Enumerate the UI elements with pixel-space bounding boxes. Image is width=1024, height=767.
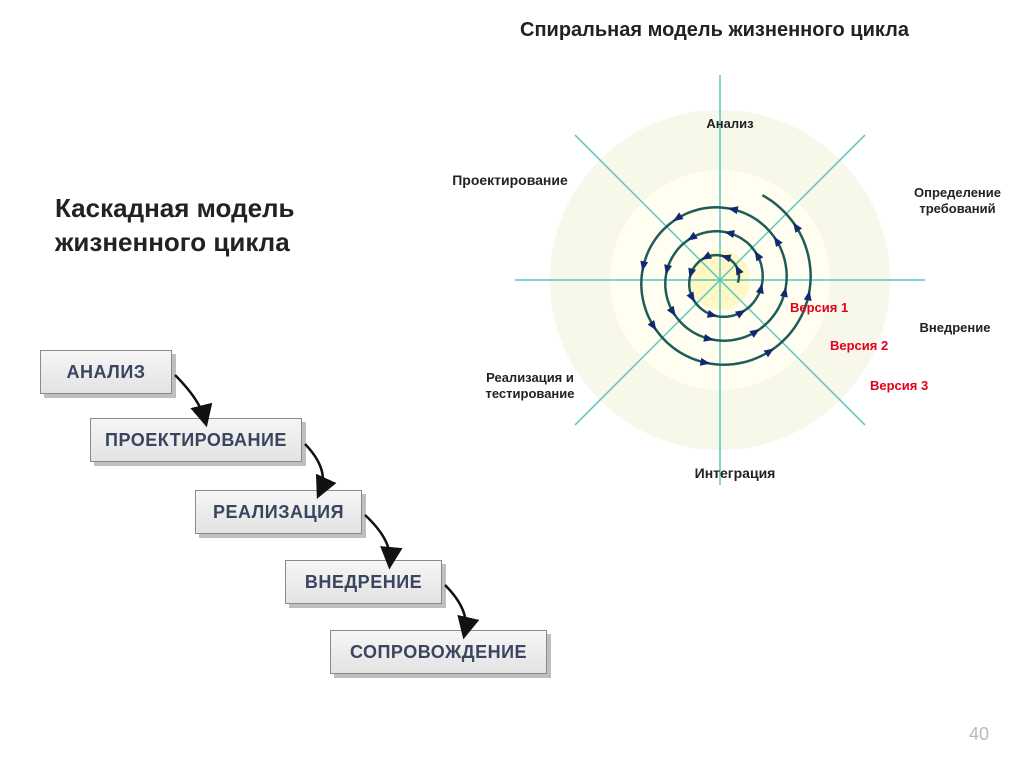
- spiral-label: Анализ: [700, 116, 760, 132]
- spiral-label: Проектирование: [445, 172, 575, 189]
- spiral-label: Определение требований: [900, 185, 1015, 216]
- spiral-version-label: Версия 2: [830, 338, 888, 353]
- page-number: 40: [969, 724, 989, 745]
- spiral-version-label: Версия 3: [870, 378, 928, 393]
- spiral-label: Интеграция: [690, 465, 780, 482]
- spiral-label: Внедрение: [910, 320, 1000, 336]
- spiral-version-label: Версия 1: [790, 300, 848, 315]
- spiral-label: Реализация и тестирование: [470, 370, 590, 401]
